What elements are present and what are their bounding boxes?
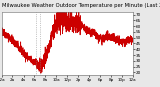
Text: Milwaukee Weather Outdoor Temperature per Minute (Last 24 Hours): Milwaukee Weather Outdoor Temperature pe…	[2, 3, 160, 8]
